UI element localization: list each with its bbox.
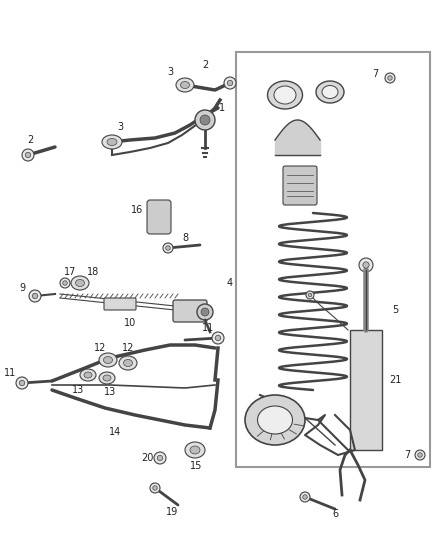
Ellipse shape <box>185 442 205 458</box>
Ellipse shape <box>75 279 85 287</box>
Circle shape <box>16 377 28 389</box>
Ellipse shape <box>268 81 303 109</box>
Circle shape <box>157 455 162 461</box>
FancyBboxPatch shape <box>173 300 207 322</box>
Circle shape <box>150 483 160 493</box>
Text: 13: 13 <box>104 387 116 397</box>
Ellipse shape <box>124 359 133 367</box>
Ellipse shape <box>103 375 111 381</box>
Ellipse shape <box>107 139 117 146</box>
Circle shape <box>385 73 395 83</box>
Circle shape <box>227 80 233 86</box>
Circle shape <box>29 290 41 302</box>
Text: 16: 16 <box>131 205 143 215</box>
Ellipse shape <box>84 372 92 378</box>
Circle shape <box>418 453 422 457</box>
Text: 17: 17 <box>64 267 76 277</box>
Ellipse shape <box>119 356 137 370</box>
Text: 7: 7 <box>404 450 410 460</box>
Text: 8: 8 <box>182 233 188 243</box>
Text: 11: 11 <box>202 323 214 333</box>
Ellipse shape <box>316 81 344 103</box>
Text: 20: 20 <box>141 453 153 463</box>
Text: 18: 18 <box>87 267 99 277</box>
Ellipse shape <box>258 406 293 434</box>
Circle shape <box>195 110 215 130</box>
Text: 15: 15 <box>190 461 202 471</box>
FancyBboxPatch shape <box>104 298 136 310</box>
Ellipse shape <box>180 82 190 88</box>
Ellipse shape <box>274 86 296 104</box>
Text: 7: 7 <box>372 69 378 79</box>
Text: 10: 10 <box>124 318 136 328</box>
Text: 9: 9 <box>19 283 25 293</box>
Text: 2: 2 <box>202 60 208 70</box>
Circle shape <box>215 335 221 341</box>
Circle shape <box>60 278 70 288</box>
Text: 12: 12 <box>122 343 134 353</box>
Text: 11: 11 <box>4 368 16 378</box>
Text: 2: 2 <box>27 135 33 145</box>
Circle shape <box>363 262 369 268</box>
Text: 21: 21 <box>389 375 401 385</box>
Text: 1: 1 <box>219 103 225 113</box>
Ellipse shape <box>99 353 117 367</box>
Circle shape <box>63 281 67 285</box>
Ellipse shape <box>102 135 122 149</box>
Text: 3: 3 <box>167 67 173 77</box>
Circle shape <box>224 77 236 89</box>
Ellipse shape <box>99 372 115 384</box>
Circle shape <box>308 293 312 297</box>
Circle shape <box>22 149 34 161</box>
Circle shape <box>303 495 307 499</box>
Text: 12: 12 <box>94 343 106 353</box>
Circle shape <box>154 452 166 464</box>
Ellipse shape <box>80 369 96 381</box>
Bar <box>350 330 382 450</box>
Ellipse shape <box>190 446 200 454</box>
Circle shape <box>32 293 38 298</box>
FancyBboxPatch shape <box>147 200 171 234</box>
Circle shape <box>197 304 213 320</box>
FancyBboxPatch shape <box>283 166 317 205</box>
Circle shape <box>200 115 210 125</box>
Circle shape <box>388 76 392 80</box>
Ellipse shape <box>176 78 194 92</box>
Text: 3: 3 <box>117 122 123 132</box>
Circle shape <box>163 243 173 253</box>
Text: 4: 4 <box>227 278 233 288</box>
Ellipse shape <box>322 85 338 99</box>
Circle shape <box>300 492 310 502</box>
Circle shape <box>306 291 314 299</box>
Ellipse shape <box>103 357 113 364</box>
Circle shape <box>25 152 31 158</box>
Text: 5: 5 <box>392 305 398 315</box>
Circle shape <box>153 486 157 490</box>
Text: 14: 14 <box>109 427 121 437</box>
Circle shape <box>415 450 425 460</box>
Bar <box>236 52 430 467</box>
Circle shape <box>212 332 224 344</box>
Circle shape <box>19 381 25 386</box>
Circle shape <box>359 258 373 272</box>
Text: 13: 13 <box>72 385 84 395</box>
Ellipse shape <box>71 276 89 290</box>
Ellipse shape <box>245 395 305 445</box>
Text: 19: 19 <box>166 507 178 517</box>
Circle shape <box>201 308 209 316</box>
Text: 6: 6 <box>332 509 338 519</box>
Circle shape <box>166 246 170 251</box>
